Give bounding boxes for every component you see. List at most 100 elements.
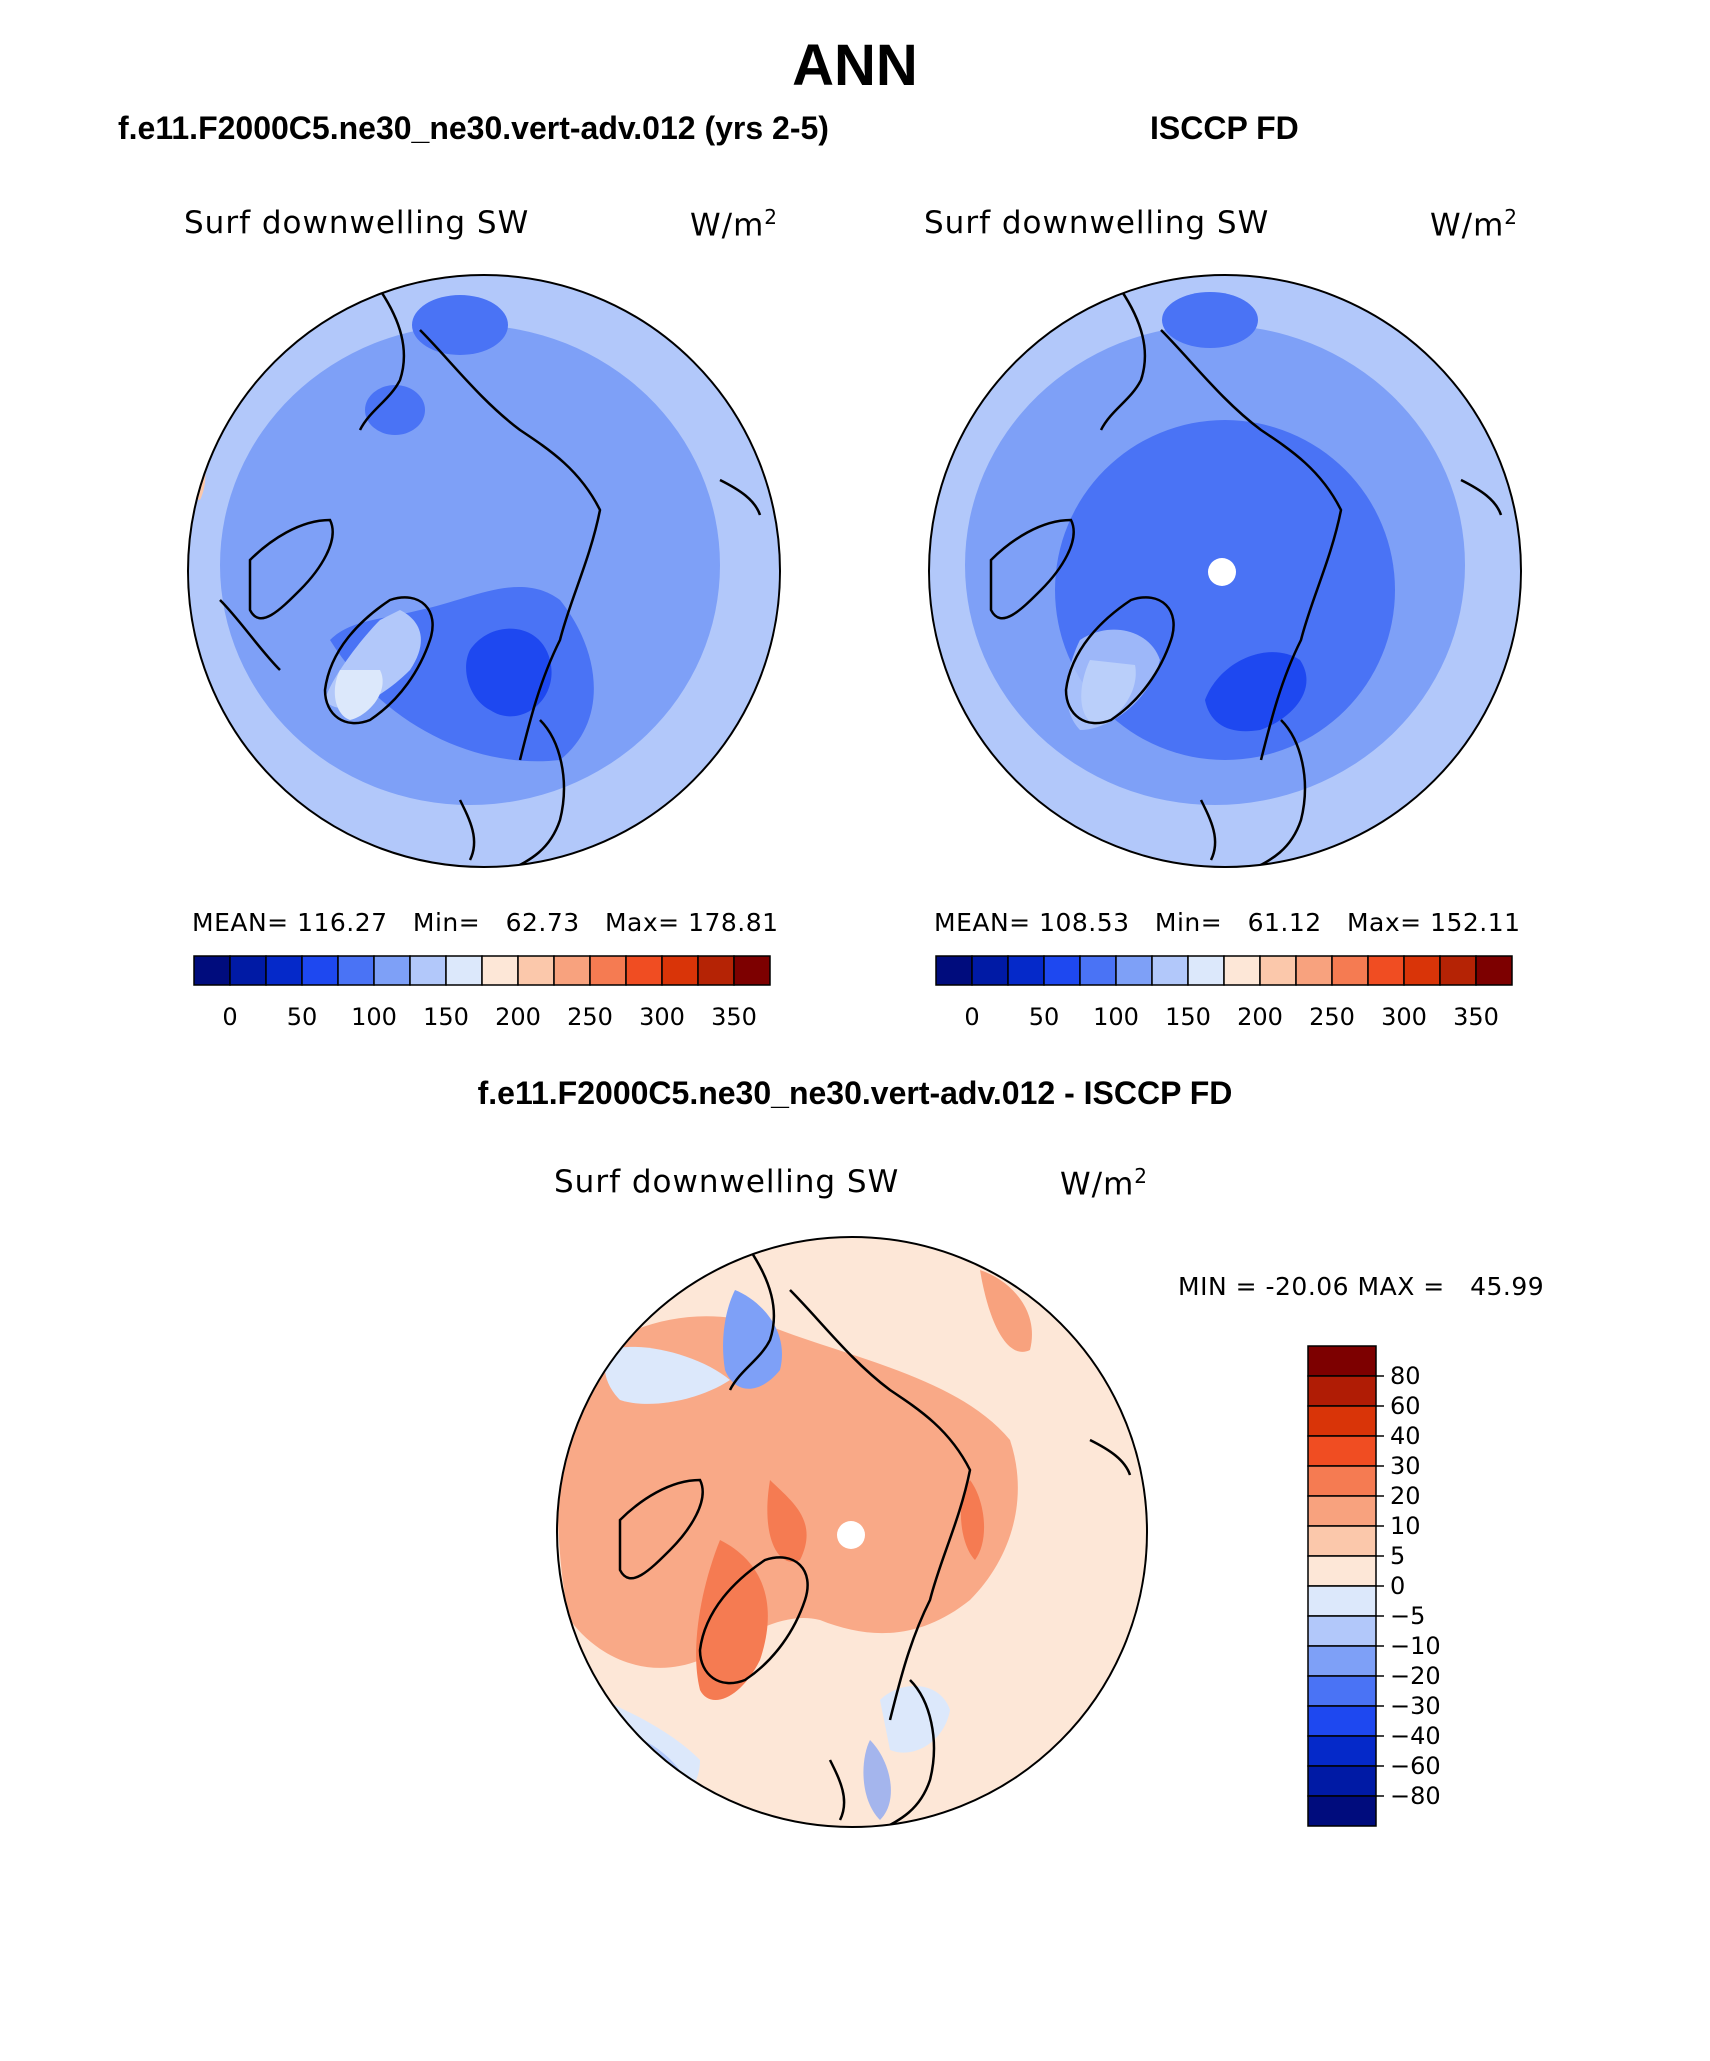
colorbar-swatch (1307, 1405, 1377, 1437)
panel-a-colorbar (193, 955, 771, 986)
colorbar-swatch (517, 955, 555, 986)
difference-map-border (556, 1236, 1148, 1828)
panel-b-variable: Surf downwelling SW (924, 205, 1270, 241)
colorbar-swatch (193, 955, 231, 986)
panel-b-colorbar (935, 955, 1513, 986)
colorbar-swatch (661, 955, 699, 986)
colorbar-swatch (1307, 1375, 1377, 1407)
colorbar-swatch (1151, 955, 1189, 986)
colorbar-swatch (1307, 1465, 1377, 1497)
colorbar-tick-label: 250 (1309, 1003, 1355, 1031)
colorbar-tick-label: 100 (351, 1003, 397, 1031)
colorbar-swatch (1475, 955, 1513, 986)
difference-colorbar (1307, 1345, 1377, 1827)
colorbar-swatch (265, 955, 303, 986)
panel-a-coastlines (219, 289, 762, 867)
colorbar-swatch (1079, 955, 1117, 986)
colorbar-tick-label: 200 (495, 1003, 541, 1031)
colorbar-tick-label: 250 (567, 1003, 613, 1031)
colorbar-swatch (1307, 1645, 1377, 1677)
colorbar-swatch (1259, 955, 1297, 986)
colorbar-swatch (1307, 1435, 1377, 1467)
colorbar-swatch (373, 955, 411, 986)
colorbar-swatch (445, 955, 483, 986)
colorbar-tick-label: 80 (1390, 1362, 1421, 1390)
colorbar-tick-label: −80 (1390, 1782, 1441, 1810)
colorbar-swatch (1307, 1735, 1377, 1767)
colorbar-swatch (1403, 955, 1441, 986)
panel-a-map-border (187, 274, 781, 868)
colorbar-swatch (337, 955, 375, 986)
colorbar-swatch (697, 955, 735, 986)
colorbar-swatch (1307, 1705, 1377, 1737)
colorbar-swatch (1307, 1585, 1377, 1617)
panel-b-unit: W/m2 (1430, 205, 1519, 244)
main-title: ANN (792, 33, 918, 98)
difference-map (557, 1237, 1147, 1827)
colorbar-swatch (1307, 1525, 1377, 1557)
colorbar-tick-label: 10 (1390, 1512, 1421, 1540)
colorbar-swatch (1307, 1795, 1377, 1827)
colorbar-swatch (1307, 1345, 1377, 1377)
colorbar-tick-label: 40 (1390, 1422, 1421, 1450)
colorbar-swatch (1307, 1555, 1377, 1587)
colorbar-tick-label: 150 (423, 1003, 469, 1031)
colorbar-tick-label: 350 (711, 1003, 757, 1031)
panel-a-unit: W/m2 (690, 205, 779, 244)
colorbar-swatch (1307, 1615, 1377, 1647)
colorbar-swatch (1367, 955, 1405, 986)
colorbar-swatch (1187, 955, 1225, 986)
panel-b-coastlines (989, 289, 1503, 867)
panel-a-colorbar-labels: 0 50 100 150 200 250 300 350 (222, 1003, 757, 1031)
colorbar-tick-label: 350 (1453, 1003, 1499, 1031)
colorbar-tick-label: −40 (1390, 1722, 1441, 1750)
colorbar-swatch (733, 955, 771, 986)
colorbar-tick-label: −10 (1390, 1632, 1441, 1660)
colorbar-swatch (1223, 955, 1261, 986)
colorbar-tick-label: 300 (639, 1003, 685, 1031)
colorbar-swatch (971, 955, 1009, 986)
colorbar-swatch (409, 955, 447, 986)
colorbar-swatch (1307, 1675, 1377, 1707)
difference-missing-pole (837, 1521, 865, 1549)
colorbar-swatch (935, 955, 973, 986)
colorbar-tick-label: 50 (287, 1003, 318, 1031)
difference-unit: W/m2 (1060, 1164, 1149, 1203)
difference-min-max: MIN = -20.06 MAX = 45.99 (1178, 1272, 1545, 1301)
colorbar-tick-label: 30 (1390, 1452, 1421, 1480)
colorbar-swatch (1295, 955, 1333, 986)
panel-b-colorbar-labels: 0 50 100 150 200 250 300 350 (964, 1003, 1499, 1031)
colorbar-swatch (1007, 955, 1045, 986)
panel-a-case-title: f.e11.F2000C5.ne30_ne30.vert-adv.012 (yr… (118, 110, 829, 146)
colorbar-tick-label: 300 (1381, 1003, 1427, 1031)
colorbar-swatch (553, 955, 591, 986)
colorbar-tick-label: 0 (964, 1003, 979, 1031)
colorbar-tick-label: −60 (1390, 1752, 1441, 1780)
panel-b-case-title: ISCCP FD (1150, 110, 1299, 146)
colorbar-tick-label: 150 (1165, 1003, 1211, 1031)
colorbar-swatch (1331, 955, 1369, 986)
colorbar-swatch (625, 955, 663, 986)
colorbar-tick-label: −30 (1390, 1692, 1441, 1720)
panel-a-map (188, 275, 780, 867)
panel-b-missing-pole (1208, 558, 1236, 586)
panel-a-stats: MEAN= 116.27 Min= 62.73 Max= 178.81 (192, 908, 779, 937)
colorbar-tick-label: 60 (1390, 1392, 1421, 1420)
difference-variable: Surf downwelling SW (554, 1164, 900, 1200)
panel-b-map-border (928, 274, 1522, 868)
colorbar-swatch (589, 955, 627, 986)
colorbar-tick-label: −20 (1390, 1662, 1441, 1690)
colorbar-swatch (1307, 1765, 1377, 1797)
colorbar-swatch (1043, 955, 1081, 986)
colorbar-swatch (1115, 955, 1153, 986)
difference-coastlines (618, 1249, 1132, 1827)
panel-a-variable: Surf downwelling SW (184, 205, 530, 241)
colorbar-tick-label: 20 (1390, 1482, 1421, 1510)
colorbar-tick-label: −5 (1390, 1602, 1425, 1630)
panel-b-stats: MEAN= 108.53 Min= 61.12 Max= 152.11 (934, 908, 1521, 937)
colorbar-swatch (1307, 1495, 1377, 1527)
colorbar-tick-label: 0 (1390, 1572, 1405, 1600)
difference-title: f.e11.F2000C5.ne30_ne30.vert-adv.012 - I… (477, 1075, 1233, 1111)
colorbar-swatch (481, 955, 519, 986)
